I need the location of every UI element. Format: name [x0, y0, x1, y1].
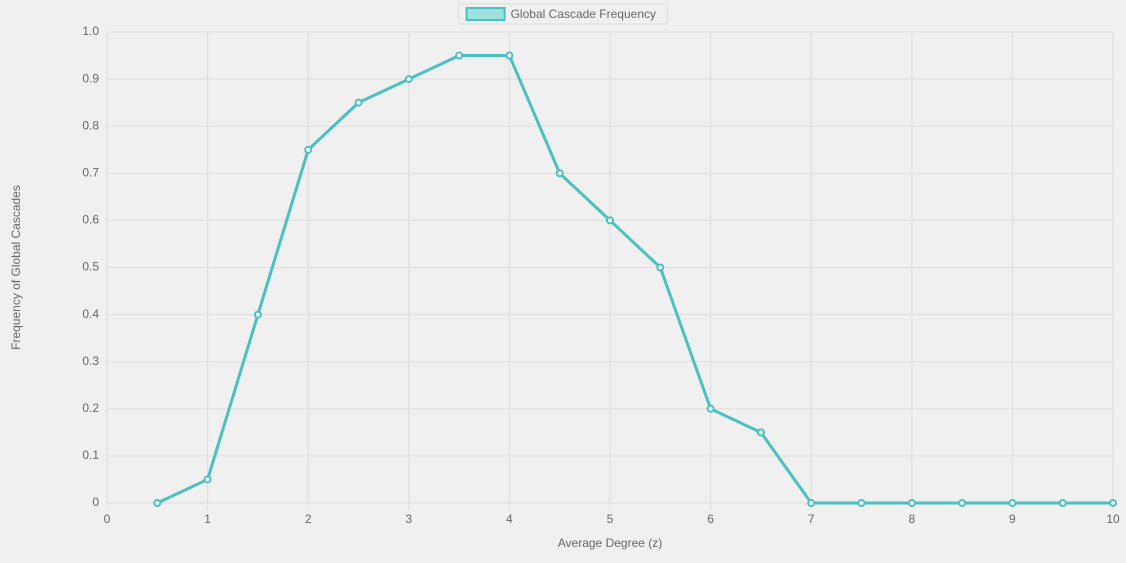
y-tick-label: 0	[92, 495, 99, 509]
y-tick-label: 0.3	[82, 354, 99, 368]
x-tick-label: 2	[305, 512, 312, 526]
data-point[interactable]	[356, 100, 362, 106]
y-tick-label: 0.9	[82, 71, 99, 85]
chart-svg: 0 0.1 0.2 0.3 0.4 0.5 0.6 0.7 0.8 0.9 1.0 0 1 2 3 4 5 6 7 8…	[0, 0, 1126, 563]
x-tick-label: 0	[104, 512, 111, 526]
x-tick-label: 9	[1009, 512, 1016, 526]
y-axis-title: Frequency of Global Cascades	[9, 185, 23, 350]
x-tick-label: 5	[607, 512, 614, 526]
data-point[interactable]	[154, 500, 160, 506]
x-axis-title: Average Degree (z)	[558, 536, 663, 550]
y-tick-label: 1.0	[82, 24, 99, 38]
x-tick-label: 6	[707, 512, 714, 526]
y-tick-label: 0.4	[82, 307, 99, 321]
data-point[interactable]	[859, 500, 865, 506]
y-tick-label: 0.1	[82, 448, 99, 462]
data-point[interactable]	[456, 53, 462, 59]
data-point[interactable]	[909, 500, 915, 506]
data-point[interactable]	[1060, 500, 1066, 506]
line-chart: 0 0.1 0.2 0.3 0.4 0.5 0.6 0.7 0.8 0.9 1.0 0 1 2 3 4 5 6 7 8…	[0, 0, 1126, 563]
data-point[interactable]	[406, 76, 412, 82]
data-point[interactable]	[557, 170, 563, 176]
data-point[interactable]	[1009, 500, 1015, 506]
data-point[interactable]	[255, 312, 261, 318]
data-point[interactable]	[758, 429, 764, 435]
x-tick-label: 4	[506, 512, 513, 526]
data-point[interactable]	[1110, 500, 1116, 506]
legend-label: Global Cascade Frequency	[511, 7, 656, 21]
y-tick-label: 0.5	[82, 260, 99, 274]
data-point[interactable]	[708, 406, 714, 412]
y-tick-label: 0.2	[82, 401, 99, 415]
x-tick-label: 10	[1106, 512, 1120, 526]
x-tick-label: 8	[908, 512, 915, 526]
legend-swatch	[467, 8, 505, 20]
x-tick-label: 7	[808, 512, 815, 526]
data-point[interactable]	[305, 147, 311, 153]
y-tick-label: 0.7	[82, 165, 99, 179]
data-point[interactable]	[959, 500, 965, 506]
data-point[interactable]	[808, 500, 814, 506]
chart-background	[0, 0, 1126, 563]
y-tick-label: 0.6	[82, 213, 99, 227]
data-point[interactable]	[506, 53, 512, 59]
data-point[interactable]	[657, 265, 663, 271]
data-point[interactable]	[205, 476, 211, 482]
legend: Global Cascade Frequency	[459, 4, 668, 24]
y-tick-label: 0.8	[82, 118, 99, 132]
x-tick-label: 1	[204, 512, 211, 526]
data-point[interactable]	[607, 217, 613, 223]
x-tick-label: 3	[405, 512, 412, 526]
